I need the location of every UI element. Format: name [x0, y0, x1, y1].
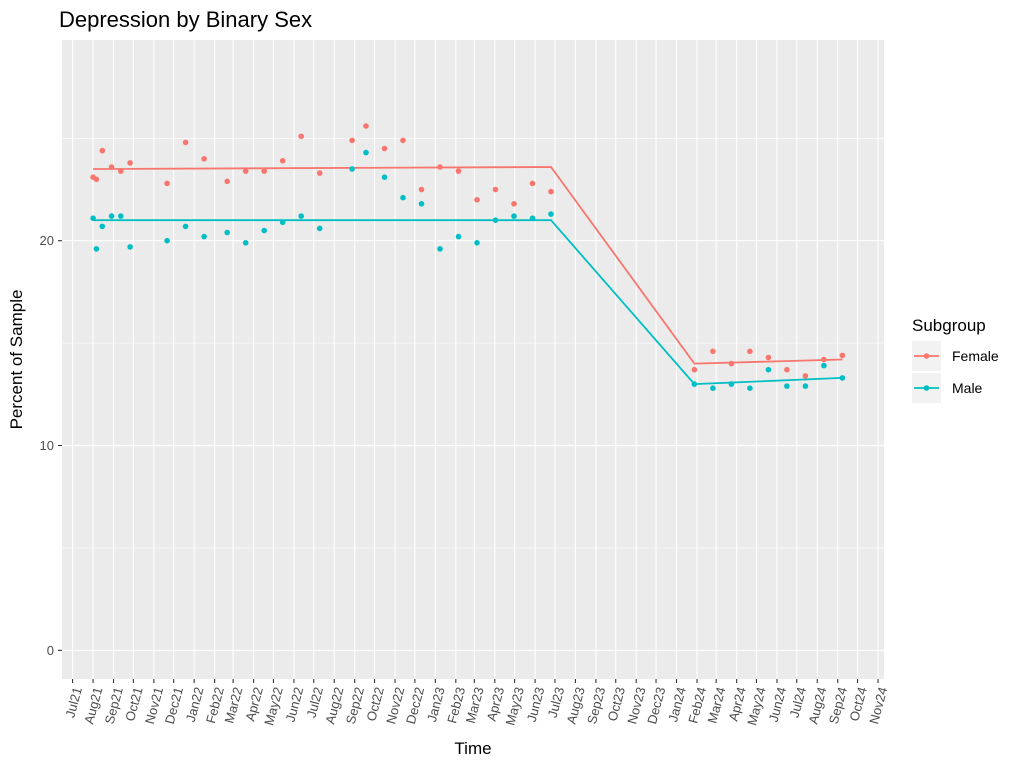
data-point-female — [747, 348, 753, 355]
data-point-male — [821, 362, 827, 369]
legend-key-point — [923, 385, 930, 391]
data-point-male — [381, 174, 388, 180]
data-point-female — [349, 137, 355, 144]
data-point-male — [839, 375, 846, 381]
data-point-male — [298, 213, 305, 219]
x-tick-label: Jul23 — [545, 685, 568, 719]
legend: Subgroup Female Male — [912, 316, 999, 403]
data-point-male — [164, 237, 170, 244]
data-point-female — [802, 373, 809, 379]
data-point-male — [747, 385, 753, 392]
data-point-male — [316, 225, 323, 232]
x-tick-label: Nov24 — [866, 685, 890, 725]
data-point-male — [118, 213, 124, 219]
data-point-female — [279, 158, 286, 164]
x-axis-title: Time — [454, 739, 491, 758]
data-point-female — [728, 360, 735, 367]
trend-line-female — [93, 166, 843, 365]
data-point-male — [224, 229, 230, 236]
y-tick-label: 0 — [47, 643, 54, 658]
data-point-male — [201, 233, 207, 240]
data-point-male — [182, 223, 189, 230]
data-point-male — [691, 381, 698, 387]
data-point-male — [93, 246, 100, 252]
data-point-female — [784, 366, 790, 373]
data-point-male — [765, 366, 772, 373]
trend-line-male — [93, 219, 843, 386]
data-point-female — [261, 168, 268, 174]
x-tick-label: Jun24 — [766, 685, 790, 723]
data-point-female — [316, 170, 323, 176]
data-point-male — [90, 215, 96, 221]
legend-label-male: Male — [952, 380, 983, 396]
data-point-female — [363, 123, 369, 129]
legend-key-point — [923, 353, 930, 359]
data-point-male — [108, 213, 115, 219]
x-tick-label: Jun22 — [283, 685, 307, 723]
data-point-male — [242, 240, 249, 246]
data-point-female — [492, 186, 499, 193]
legend-title: Subgroup — [912, 316, 986, 335]
data-point-male — [400, 194, 406, 201]
data-point-female — [710, 348, 716, 355]
data-point-female — [418, 186, 425, 193]
data-point-female — [821, 356, 827, 363]
data-point-male — [261, 227, 268, 234]
data-point-male — [728, 381, 735, 387]
x-tick-label: Jul24 — [787, 685, 810, 719]
data-point-male — [363, 149, 369, 156]
data-point-female — [437, 164, 443, 170]
data-point-male — [492, 217, 499, 223]
y-tick-label: 20 — [40, 233, 54, 248]
data-point-female — [839, 352, 846, 359]
x-tick-label: Jul22 — [304, 685, 327, 719]
data-point-male — [418, 201, 425, 207]
data-point-female — [511, 201, 517, 207]
data-point-female — [298, 133, 305, 140]
data-point-female — [242, 168, 249, 174]
data-point-male — [784, 383, 790, 389]
data-point-female — [381, 145, 388, 152]
data-point-female — [201, 156, 207, 162]
plot-panel — [62, 40, 884, 679]
data-point-female — [108, 164, 115, 170]
data-point-female — [127, 160, 133, 166]
data-point-male — [455, 233, 462, 240]
data-point-female — [474, 197, 480, 203]
data-point-female — [400, 137, 406, 144]
data-point-male — [437, 246, 443, 252]
data-point-female — [765, 354, 772, 361]
x-tick-label: Jun23 — [524, 685, 548, 723]
data-point-male — [279, 219, 286, 226]
data-point-female — [182, 139, 189, 146]
data-point-female — [164, 180, 170, 187]
data-point-male — [474, 240, 480, 246]
data-point-male — [349, 166, 355, 172]
data-point-female — [118, 168, 124, 174]
data-point-male — [529, 215, 536, 221]
data-point-female — [548, 188, 554, 195]
data-point-female — [455, 168, 462, 174]
data-point-male — [511, 213, 517, 219]
y-tick-label: 10 — [40, 438, 54, 453]
data-point-male — [127, 244, 133, 250]
legend-label-female: Female — [952, 348, 999, 364]
data-point-male — [548, 211, 554, 217]
data-point-male — [710, 385, 716, 392]
data-point-male — [99, 223, 106, 230]
data-point-female — [224, 178, 230, 185]
data-point-female — [691, 366, 698, 373]
data-point-female — [529, 180, 536, 187]
data-point-male — [802, 383, 809, 389]
data-point-female — [93, 176, 100, 183]
x-tick-label: Jul21 — [62, 685, 85, 719]
data-point-female — [99, 147, 106, 154]
y-axis-title: Percent of Sample — [7, 290, 26, 430]
chart-title: Depression by Binary Sex — [59, 7, 313, 32]
